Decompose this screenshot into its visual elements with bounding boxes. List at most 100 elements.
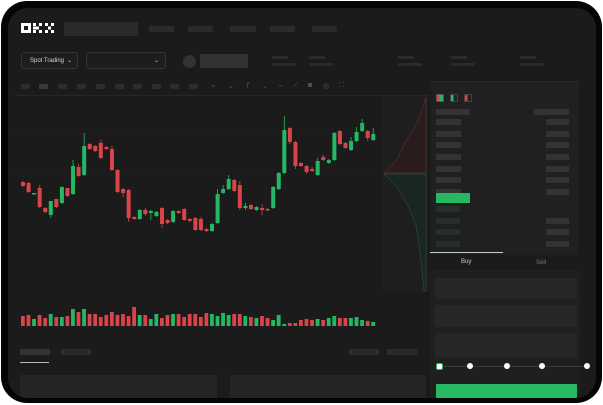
slider-mark-75[interactable] bbox=[539, 363, 545, 369]
candle-body bbox=[143, 210, 148, 214]
volume-bar bbox=[287, 323, 292, 326]
slider-mark-100[interactable] bbox=[584, 363, 590, 369]
ask-price bbox=[436, 177, 461, 183]
slider-mark-25[interactable] bbox=[467, 363, 473, 369]
book-both-icon[interactable] bbox=[436, 94, 444, 102]
volume-bar bbox=[232, 314, 237, 326]
book-asks-icon[interactable] bbox=[464, 94, 472, 102]
slider-handle[interactable] bbox=[436, 363, 443, 370]
filter-button[interactable] bbox=[349, 349, 379, 355]
stat-value bbox=[309, 63, 333, 66]
tab-order-history[interactable] bbox=[61, 349, 91, 355]
total-input[interactable] bbox=[435, 333, 577, 357]
pair-dropdown[interactable]: ⌄ bbox=[86, 52, 166, 69]
candle-body bbox=[121, 189, 126, 193]
stat-label bbox=[272, 56, 288, 59]
volume-bar bbox=[32, 319, 36, 326]
candle-body bbox=[232, 180, 237, 191]
chevron-down-icon[interactable]: ⌄ bbox=[228, 83, 234, 90]
amount-input[interactable] bbox=[435, 305, 577, 327]
ask-amount bbox=[546, 154, 569, 160]
candle-body bbox=[243, 206, 248, 208]
interval-button[interactable] bbox=[133, 84, 142, 89]
settings-icon[interactable]: ◎ bbox=[323, 83, 330, 90]
candle-body bbox=[371, 134, 376, 140]
amount-header bbox=[534, 109, 569, 115]
orders-panel-left bbox=[20, 375, 217, 398]
interval-button[interactable] bbox=[152, 84, 161, 89]
interval-button-active[interactable] bbox=[39, 84, 48, 89]
slider-mark-50[interactable] bbox=[504, 363, 510, 369]
ask-price bbox=[436, 154, 461, 160]
market-type-dropdown[interactable]: Spot Trading ⌄ bbox=[21, 52, 78, 69]
candlestick-chart[interactable] bbox=[8, 8, 596, 398]
indicator-icon[interactable]: ƒ bbox=[246, 82, 250, 89]
volume-bar bbox=[254, 318, 259, 326]
book-bids-icon[interactable] bbox=[450, 94, 458, 102]
chart-type-icon[interactable]: ⌁ bbox=[211, 83, 216, 90]
volume-bar bbox=[182, 317, 187, 326]
nav-item[interactable] bbox=[230, 26, 256, 32]
stat-label bbox=[520, 56, 536, 59]
stat-label bbox=[398, 56, 414, 59]
volume-bar bbox=[293, 323, 298, 326]
volume-bar bbox=[276, 315, 281, 326]
ask-price bbox=[436, 119, 461, 125]
nav-item[interactable] bbox=[188, 26, 213, 32]
tab-sell[interactable]: Sell bbox=[536, 260, 547, 266]
interval-button[interactable] bbox=[21, 84, 30, 89]
candle-body bbox=[215, 194, 220, 223]
interval-button[interactable] bbox=[77, 84, 86, 89]
camera-icon[interactable]: ◙ bbox=[308, 82, 313, 89]
interval-button[interactable] bbox=[170, 84, 179, 89]
chevron-down-icon[interactable]: ⌄ bbox=[262, 83, 268, 90]
fullscreen-icon[interactable]: ⛶ bbox=[339, 82, 344, 89]
candle-body bbox=[148, 211, 153, 213]
candle-body bbox=[48, 201, 53, 215]
candle-body bbox=[210, 224, 215, 231]
volume-bar bbox=[321, 320, 326, 326]
candle-body bbox=[154, 212, 159, 216]
volume-bar bbox=[93, 314, 98, 326]
volume-bar bbox=[349, 318, 353, 326]
bid-amount bbox=[546, 241, 569, 247]
volume-bar bbox=[104, 315, 109, 326]
candle-body bbox=[360, 123, 365, 131]
volume-bar bbox=[109, 312, 114, 326]
buy-button[interactable] bbox=[436, 384, 577, 398]
price-input[interactable] bbox=[435, 278, 577, 299]
ask-amount bbox=[546, 189, 569, 195]
line-tool-icon[interactable]: ∼ bbox=[278, 83, 284, 90]
candle-body bbox=[21, 182, 25, 186]
interval-button[interactable] bbox=[115, 84, 124, 89]
volume-bar bbox=[354, 317, 359, 326]
ask-price bbox=[436, 131, 461, 137]
volume-bar bbox=[154, 314, 159, 326]
nav-item[interactable] bbox=[149, 26, 174, 32]
nav-item[interactable] bbox=[312, 26, 337, 32]
amount-slider[interactable] bbox=[436, 363, 590, 370]
nav-item[interactable] bbox=[270, 26, 295, 32]
volume-bar bbox=[237, 314, 242, 326]
volume-bar bbox=[332, 316, 337, 326]
volume-bar bbox=[165, 315, 170, 326]
stat-value bbox=[272, 63, 296, 66]
interval-button[interactable] bbox=[58, 84, 67, 89]
candle-body bbox=[221, 189, 226, 193]
candle-body bbox=[37, 188, 42, 207]
tab-buy[interactable]: Buy bbox=[461, 259, 472, 265]
candle-body bbox=[304, 166, 309, 172]
volume-bar bbox=[326, 318, 331, 326]
header-search-placeholder[interactable] bbox=[64, 22, 138, 36]
last-price-highlight bbox=[436, 193, 470, 203]
interval-button[interactable] bbox=[189, 84, 198, 89]
chevron-down-icon: ⌄ bbox=[153, 58, 159, 64]
chevron-down-icon: ⌄ bbox=[67, 58, 73, 64]
tab-open-orders[interactable] bbox=[20, 349, 50, 355]
active-tab-underline bbox=[430, 252, 503, 253]
volume-bar bbox=[171, 314, 175, 326]
ask-price bbox=[436, 142, 461, 148]
filter-button[interactable] bbox=[387, 349, 417, 355]
ruler-icon[interactable]: ⟋ bbox=[293, 82, 298, 89]
interval-button[interactable] bbox=[96, 84, 105, 89]
